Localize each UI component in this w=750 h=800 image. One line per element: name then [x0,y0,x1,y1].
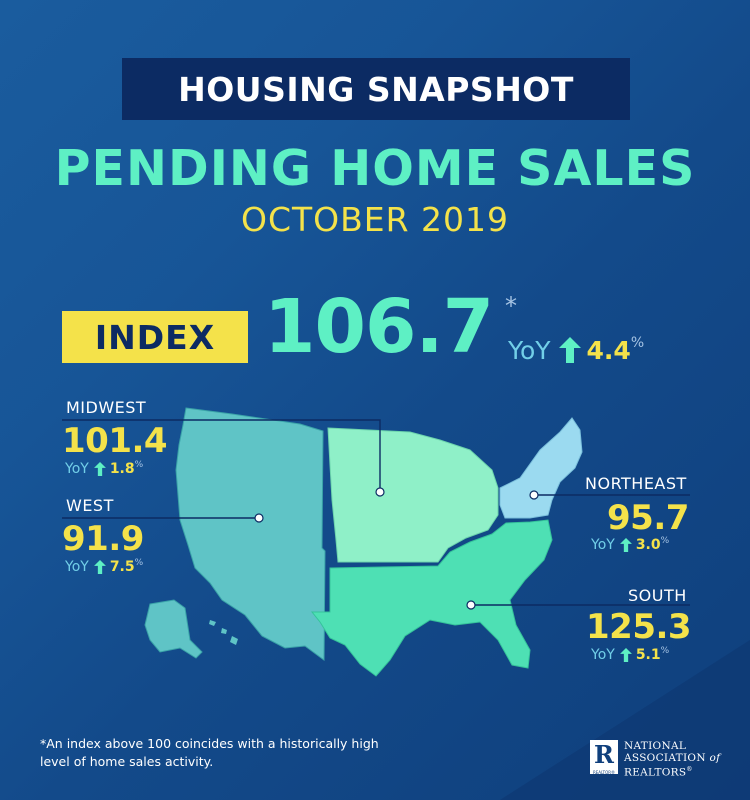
midwest-yoy: YoY 1.8 % [65,460,143,478]
west-yoy: YoY 7.5 % [65,558,143,576]
midwest-yoy-label: YoY [65,461,89,477]
realtor-r-icon: R REALTOR® [590,740,618,775]
midwest-name: MIDWEST [66,398,147,417]
west-value: 91.9 [62,519,144,559]
map-south-region [310,519,553,677]
arrow-up-icon [558,337,581,363]
south-yoy-label: YoY [591,647,615,663]
page-title: PENDING HOME SALES [54,140,696,197]
index-badge-label: INDEX [94,317,216,357]
logo-line2: ASSOCIATION [624,752,706,764]
northeast-yoy-value: 3.0 [635,537,661,553]
index-value: 106.7 [264,284,494,370]
arrow-up-icon [93,462,106,476]
map-hawaii [209,620,238,645]
west-yoy-label: YoY [65,559,89,575]
map-northeast-region [499,417,583,519]
south-value: 125.3 [586,607,692,647]
logo-letter: R [594,740,614,769]
northeast-yoy-pct: % [660,536,670,546]
logo-sup: ® [686,766,693,773]
index-asterisk: * [505,292,517,320]
south-yoy-pct: % [660,646,670,656]
index-yoy-value: 4.4 [586,335,631,365]
footnote: *An index above 100 coincides with a his… [40,736,379,769]
west-yoy-pct: % [134,558,144,568]
map-midwest-region [327,427,499,563]
index-yoy-pct: % [630,335,645,351]
logo-text: NATIONAL ASSOCIATION of REALTORS® [624,740,720,779]
northeast-yoy: YoY 3.0 % [591,536,669,554]
northeast-value: 95.7 [607,498,689,538]
midwest-yoy-value: 1.8 [109,461,135,477]
logo-line1: NATIONAL [624,740,687,752]
header-title: HOUSING SNAPSHOT [178,69,574,109]
midwest-yoy-pct: % [134,460,144,470]
south-name: SOUTH [628,586,687,605]
map-pointer-dots [254,487,539,610]
index-badge: INDEX [62,311,248,363]
page-subtitle: OCTOBER 2019 [240,200,510,239]
index-yoy: YoY 4.4 % [508,335,644,365]
northeast-name: NORTHEAST [585,474,687,493]
south-yoy: YoY 5.1 % [591,646,669,664]
header-banner: HOUSING SNAPSHOT [122,58,630,120]
logo-of: of [709,752,721,764]
arrow-up-icon [93,560,106,574]
map-pointer-lines [62,419,690,606]
west-name: WEST [66,496,114,515]
map-alaska [144,599,203,659]
midwest-value: 101.4 [62,421,168,461]
south-yoy-value: 5.1 [635,647,661,663]
index-yoy-label: YoY [508,335,551,365]
logo-mark-sub: REALTOR® [592,770,616,775]
west-yoy-value: 7.5 [109,559,135,575]
nar-logo: R REALTOR® NATIONAL ASSOCIATION of REALT… [590,740,720,779]
map-west-region [175,407,326,661]
logo-line3: REALTORS [624,766,687,779]
northeast-yoy-label: YoY [591,537,615,553]
arrow-up-icon [619,538,632,552]
arrow-up-icon [619,648,632,662]
